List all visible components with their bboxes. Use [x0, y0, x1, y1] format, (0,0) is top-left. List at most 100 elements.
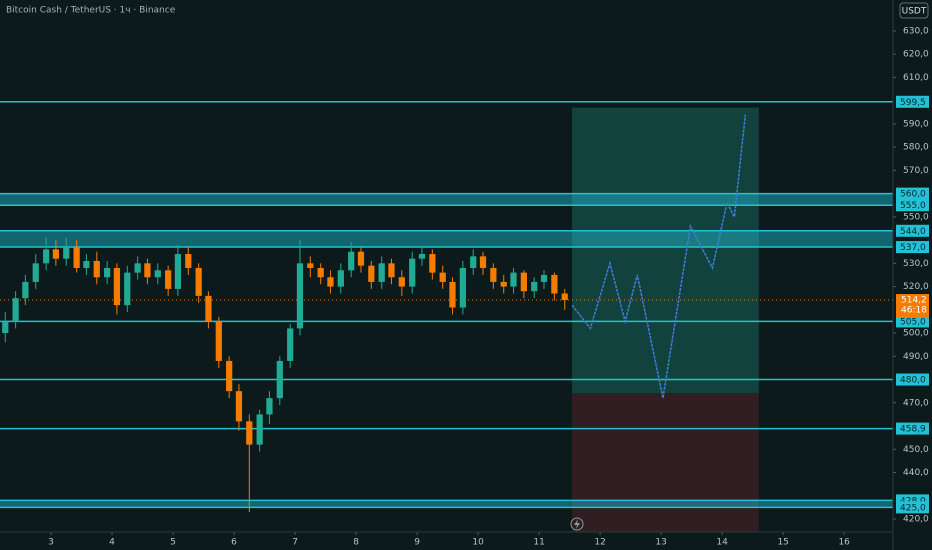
level-label: 560,0	[900, 190, 926, 200]
chart-title: Bitcoin Cash / TetherUS · 1ч · Binance	[6, 6, 176, 16]
y-tick-label: 620,0	[903, 50, 929, 60]
level-label: 480,0	[900, 376, 926, 386]
y-tick-label: 470,0	[903, 398, 929, 408]
candle-body	[104, 267, 111, 278]
candle-body	[165, 270, 172, 289]
level-label-bg	[896, 199, 929, 212]
candle-body	[134, 263, 141, 273]
candle-body	[479, 256, 487, 268]
candle-body	[174, 254, 182, 289]
candle-body	[449, 281, 456, 308]
candle-body	[470, 256, 477, 268]
candle-body	[256, 414, 263, 445]
candle-body	[418, 254, 426, 259]
currency-label[interactable]: USDT	[902, 7, 927, 17]
currency-badge[interactable]	[899, 2, 929, 19]
level-label: 425,0	[900, 503, 926, 513]
x-tick-label: 5	[170, 538, 176, 548]
position-stop-zone	[572, 393, 759, 532]
candle-body	[32, 263, 39, 282]
x-tick-label: 4	[109, 538, 115, 548]
candle-body	[348, 251, 355, 271]
level-label-bg	[896, 373, 929, 386]
level-label: 505,0	[900, 317, 926, 327]
x-tick-label: 9	[414, 538, 420, 548]
y-tick-label: 520,0	[903, 282, 929, 292]
level-label: 555,0	[900, 201, 926, 211]
candle-body	[317, 267, 324, 278]
x-tick-label: 10	[472, 538, 484, 548]
level-label: 537,0	[900, 243, 926, 253]
y-tick-label: 550,0	[903, 212, 929, 222]
x-tick-label: 16	[838, 538, 850, 548]
candle-body	[266, 398, 273, 415]
level-zone	[0, 193, 893, 206]
y-tick-label: 630,0	[903, 26, 929, 36]
level-zone	[0, 500, 893, 508]
x-tick-label: 13	[655, 538, 666, 548]
level-label-bg	[896, 501, 929, 514]
level-label-bg	[896, 187, 929, 200]
candle-body	[2, 321, 9, 334]
level-label: 544,0	[900, 227, 926, 237]
x-tick-label: 8	[353, 538, 359, 548]
candle-body	[296, 263, 304, 329]
level-label-bg	[896, 241, 929, 254]
projection-path	[571, 114, 747, 399]
y-tick-label: 530,0	[903, 259, 929, 269]
candle-body	[144, 263, 151, 278]
candle-body	[459, 267, 466, 308]
x-tick-label: 11	[533, 538, 544, 548]
x-tick-label: 14	[716, 538, 728, 548]
x-tick-label: 3	[48, 538, 54, 548]
level-label-bg	[896, 315, 929, 328]
candle-body	[113, 267, 121, 306]
y-tick-label: 450,0	[903, 445, 929, 455]
level-label-bg	[896, 224, 929, 237]
current-price-label: 514,2	[901, 296, 927, 306]
candle-body	[215, 321, 222, 361]
candle-body	[510, 272, 517, 287]
level-label-bg	[896, 422, 929, 435]
y-tick-label: 580,0	[903, 143, 929, 153]
candle-body	[185, 254, 192, 268]
candle-body	[307, 263, 314, 268]
candle-body	[388, 263, 395, 278]
countdown-label: 46:18	[901, 306, 927, 316]
candle-body	[439, 272, 446, 282]
x-tick-label: 12	[594, 538, 605, 548]
y-tick-label: 440,0	[903, 468, 929, 478]
candle-body	[551, 274, 558, 294]
candle-body	[276, 360, 283, 399]
candle-body	[83, 261, 90, 268]
level-zone	[0, 230, 893, 248]
candle-body	[246, 421, 253, 445]
y-tick-label: 610,0	[903, 73, 929, 83]
candle-body	[195, 267, 202, 296]
y-tick-label: 570,0	[903, 166, 929, 176]
y-tick-label: 420,0	[903, 514, 929, 524]
candle-body	[235, 391, 243, 422]
candle-body	[205, 295, 212, 322]
candle-body	[561, 293, 568, 301]
candle-body	[287, 328, 294, 361]
candle-body	[429, 254, 436, 273]
replay-icon[interactable]	[570, 517, 584, 531]
candle-body	[398, 277, 405, 287]
candle-body	[63, 247, 70, 259]
candle-body	[73, 247, 80, 268]
level-label: 458,9	[900, 425, 926, 435]
candle-body	[52, 249, 60, 259]
candle-body	[357, 251, 365, 266]
candle-body	[540, 274, 548, 282]
candle-body	[409, 258, 416, 287]
candle-body	[490, 267, 497, 282]
level-label-bg	[896, 95, 929, 108]
y-tick-label: 490,0	[903, 352, 929, 362]
candle-body	[327, 277, 334, 287]
candle-body	[43, 249, 50, 264]
y-tick-label: 590,0	[903, 119, 929, 129]
y-tick-label: 500,0	[903, 329, 929, 339]
